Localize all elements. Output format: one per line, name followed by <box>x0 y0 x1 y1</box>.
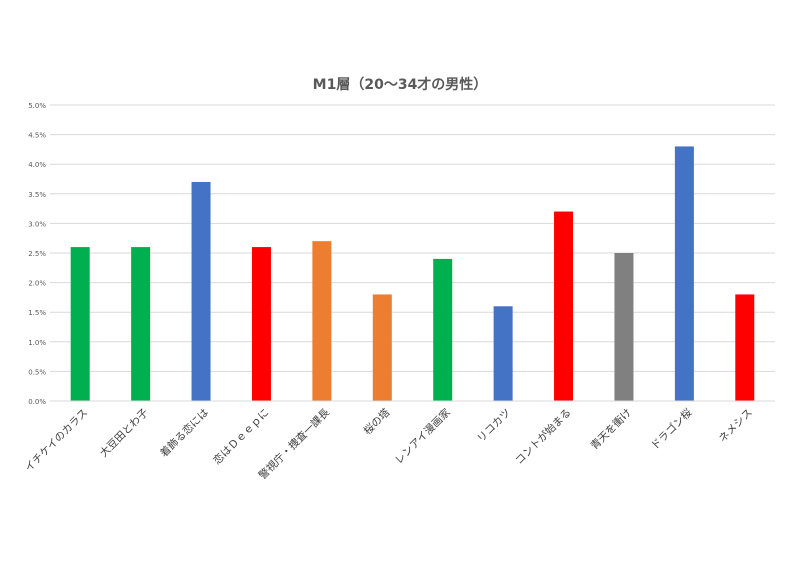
x-category-label: 青天を衝け <box>588 406 634 452</box>
bar <box>251 247 271 401</box>
x-category-label: レンアイ漫画家 <box>392 406 453 467</box>
bar <box>131 247 151 401</box>
x-category-label: ネメシス <box>717 407 755 445</box>
bar <box>735 294 755 401</box>
y-tick-label: 2.5% <box>28 250 46 258</box>
bar <box>493 306 513 401</box>
y-tick-label: 5.0% <box>28 102 46 110</box>
y-tick-label: 1.5% <box>28 309 46 317</box>
y-tick-label: 4.0% <box>28 161 46 169</box>
bar <box>70 247 90 401</box>
bar <box>674 146 694 401</box>
x-axis-labels: イチケイのカラス 大豆田とわ子 着飾る恋には 恋はＤｅｅｐに警視庁・捜査一課長 桜の塔レ… <box>23 406 755 482</box>
y-tick-label: 3.5% <box>28 191 46 199</box>
x-category-label: 大豆田とわ子 <box>97 406 151 460</box>
bar <box>554 211 574 401</box>
x-category-label: リコカツ <box>475 407 513 445</box>
x-category-label: 桜の塔 <box>361 406 393 438</box>
x-category-label: ドラゴン桜 <box>648 406 695 453</box>
chart-title: M1層（20〜34才の男性） <box>313 76 488 93</box>
x-category-label: 着飾る恋には <box>157 406 211 460</box>
bar <box>312 241 332 401</box>
gridlines <box>50 104 775 372</box>
x-category-label: イチケイのカラス <box>23 407 91 475</box>
bars <box>70 146 755 401</box>
y-tick-label: 3.0% <box>28 220 46 228</box>
y-tick-label: 1.0% <box>28 339 46 347</box>
bar <box>433 258 453 401</box>
bar <box>614 253 634 401</box>
x-category-label: 恋はＤｅｅｐに <box>210 406 271 467</box>
y-axis-ticks: 0.0% 0.5% 1.0% 1.5% 2.0% 2.5% 3.0% 3.5% 4.0% 4.5%… <box>28 102 46 406</box>
bar <box>372 294 392 401</box>
y-tick-label: 0.5% <box>28 368 46 376</box>
y-tick-label: 0.0% <box>28 398 46 406</box>
x-category-label: コントが始まる <box>512 406 573 467</box>
y-tick-label: 4.5% <box>28 132 46 140</box>
bar <box>191 181 211 401</box>
y-tick-label: 2.0% <box>28 280 46 288</box>
